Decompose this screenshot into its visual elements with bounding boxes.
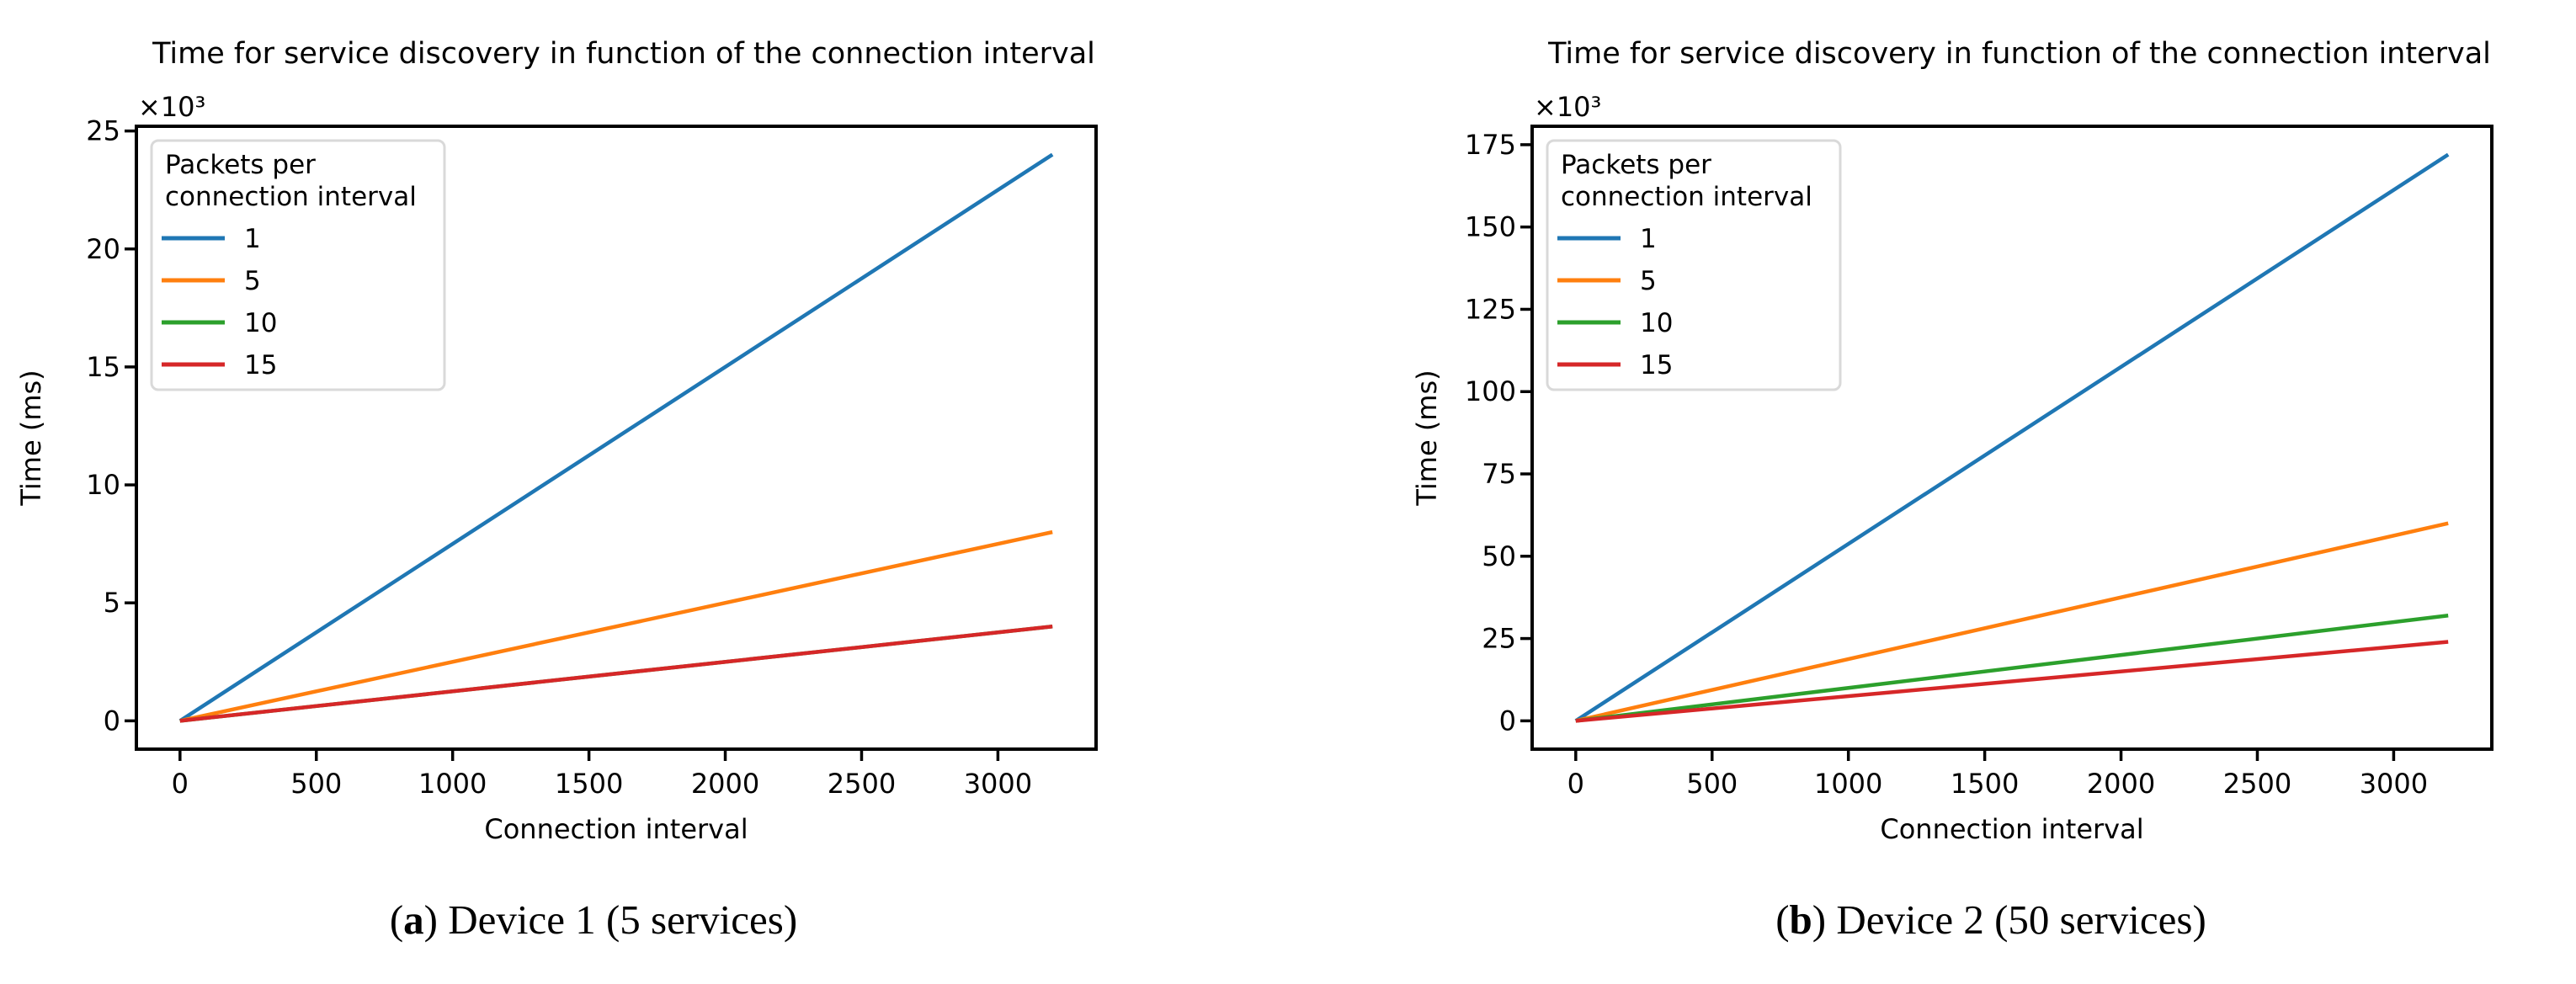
- legend-entry-label: 5: [1640, 266, 1657, 296]
- series-line-5-packets: [1575, 521, 2449, 723]
- legend-title: connection interval: [165, 182, 417, 212]
- legend-box: [150, 139, 446, 391]
- y-tick-label: 0: [1499, 705, 1516, 737]
- x-tick-label: 2500: [828, 768, 896, 800]
- series-line-15-packets: [1575, 640, 2449, 723]
- axes-spines: [1530, 125, 2494, 751]
- y-axis-offset-label: ×10³: [1534, 91, 1601, 123]
- subfigure-caption-a: (a) Device 1 (5 services): [0, 897, 1187, 943]
- y-tick-label: 175: [1465, 129, 1516, 161]
- caption-letter: b: [1789, 896, 1812, 943]
- x-tick-label: 3000: [964, 768, 1032, 800]
- legend-entry-label: 10: [1640, 308, 1673, 338]
- y-tick-label: 100: [1465, 375, 1516, 407]
- caption-paren-close: ): [423, 896, 449, 943]
- device1-chart: 0 500 1000 1500 2000 2500 30000510152025Packet…: [15, 37, 1098, 845]
- x-tick-label: 2000: [2087, 768, 2155, 800]
- y-tick-label: 15: [86, 351, 120, 383]
- legend-title: Packets per: [1561, 150, 1711, 180]
- y-axis-label: Time (ms): [15, 370, 47, 506]
- x-tick-label: 1000: [418, 768, 487, 800]
- chart-title: Time for service discovery in function o…: [1547, 37, 2491, 71]
- caption-letter: a: [403, 896, 424, 943]
- y-tick-label: 5: [104, 587, 120, 619]
- y-tick-label: 20: [86, 233, 120, 265]
- legend-entry-label: 1: [1640, 224, 1657, 254]
- axes-spines: [135, 125, 1098, 751]
- caption-paren-close: ): [1812, 896, 1837, 943]
- x-tick-label: 500: [290, 768, 342, 800]
- y-axis-label: Time (ms): [1411, 370, 1443, 506]
- legend-title: connection interval: [1561, 182, 1812, 212]
- y-tick-label: 10: [86, 469, 120, 501]
- legend-entry-label: 5: [244, 266, 261, 296]
- series-line-10-packets: [1575, 613, 2449, 723]
- x-tick-label: 2000: [691, 768, 759, 800]
- subfigure-caption-b: (b) Device 2 (50 services): [1406, 897, 2576, 943]
- series-line-5-packets: [179, 529, 1053, 723]
- caption-text: Device 2 (50 services): [1836, 896, 2206, 943]
- y-tick-label: 25: [86, 115, 120, 147]
- series-line-1-packets: [1574, 152, 2450, 723]
- legend-entry-label: 15: [1640, 350, 1673, 380]
- caption-paren-open: (: [389, 896, 404, 943]
- y-tick-label: 0: [104, 705, 120, 737]
- y-tick-label: 150: [1465, 211, 1516, 243]
- chart-title: Time for service discovery in function o…: [152, 37, 1095, 71]
- y-tick-label: 50: [1482, 540, 1516, 572]
- x-tick-label: 1500: [1951, 768, 2019, 800]
- x-tick-label: 1500: [555, 768, 623, 800]
- y-tick-label: 75: [1482, 458, 1516, 490]
- y-tick-label: 25: [1482, 623, 1516, 655]
- x-tick-label: 0: [1567, 768, 1584, 800]
- x-tick-label: 0: [172, 768, 189, 800]
- y-axis-offset-label: ×10³: [138, 91, 205, 123]
- series-line-15-packets: [179, 625, 1053, 723]
- legend-title: Packets per: [165, 150, 316, 180]
- x-tick-label: 3000: [2360, 768, 2428, 800]
- x-axis-label: Connection interval: [484, 813, 748, 845]
- caption-paren-open: (: [1775, 896, 1790, 943]
- x-axis-label: Connection interval: [1880, 813, 2143, 845]
- y-tick-label: 125: [1465, 293, 1516, 325]
- series-line-1-packets: [178, 152, 1054, 723]
- legend-entry-label: 10: [244, 308, 277, 338]
- caption-text: Device 1 (5 services): [448, 896, 798, 943]
- x-tick-label: 2500: [2223, 768, 2291, 800]
- device2-chart: 0 500 1000 1500 2000 2500 3000 0 25 50 75 100 125 150…: [1411, 37, 2494, 845]
- legend-entry-label: 1: [244, 224, 261, 254]
- x-tick-label: 500: [1686, 768, 1738, 800]
- x-tick-label: 1000: [1814, 768, 1882, 800]
- legend-entry-label: 15: [244, 350, 277, 380]
- legend-box: [1546, 139, 1842, 391]
